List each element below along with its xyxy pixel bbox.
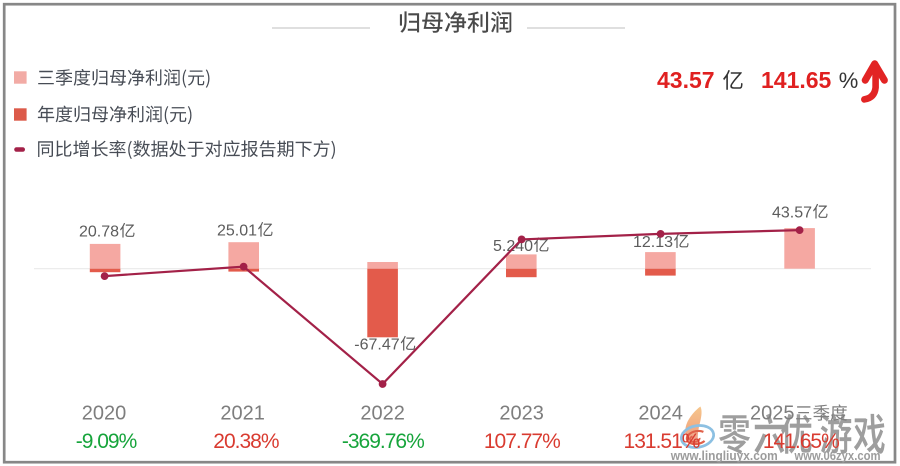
svg-text:-369.76%: -369.76% [342, 430, 424, 453]
svg-text:2021: 2021 [220, 403, 265, 425]
svg-text:%: % [839, 68, 859, 93]
svg-text:www.lingliuyx.com: www.lingliuyx.com [670, 449, 778, 463]
svg-text:131.51%: 131.51% [624, 430, 700, 453]
svg-text:-67.47: -67.47 [354, 336, 399, 353]
svg-text:107.77%: 107.77% [484, 430, 560, 453]
svg-text:43.57: 43.57 [772, 204, 812, 221]
svg-text:12.13: 12.13 [633, 234, 673, 251]
svg-text:2024: 2024 [638, 403, 683, 425]
svg-text:2020: 2020 [82, 403, 127, 425]
svg-text:www.06zyx.com: www.06zyx.com [794, 449, 881, 463]
svg-text:43.57: 43.57 [657, 67, 715, 93]
svg-text:2025: 2025 [750, 403, 795, 425]
svg-text:141.65: 141.65 [761, 67, 832, 93]
svg-text:5.240: 5.240 [493, 238, 533, 255]
svg-text:2022: 2022 [360, 403, 405, 425]
svg-text:2023: 2023 [499, 403, 544, 425]
svg-text:20.38%: 20.38% [213, 430, 279, 453]
svg-text:141.65%: 141.65% [763, 430, 839, 453]
svg-text:-9.09%: -9.09% [76, 430, 137, 453]
svg-text:25.01: 25.01 [217, 222, 257, 239]
svg-text:20.78: 20.78 [79, 223, 119, 240]
